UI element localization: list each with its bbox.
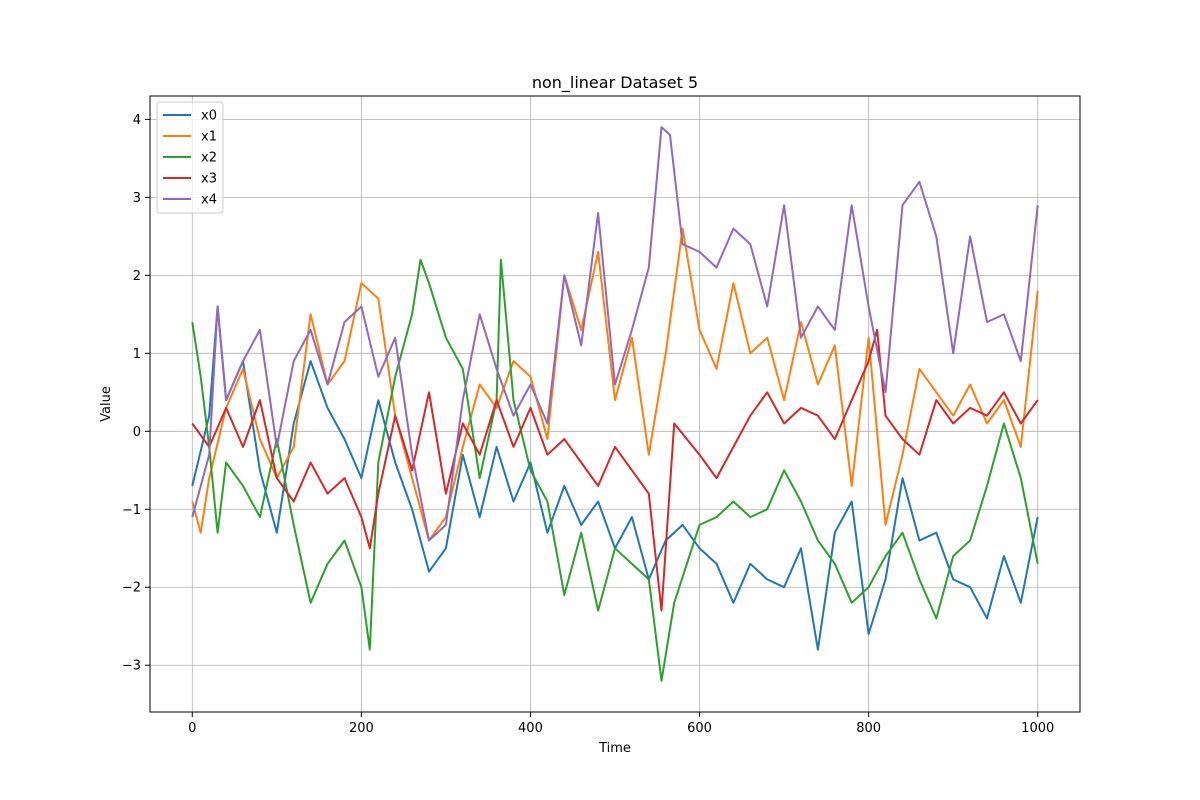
y-tick-label: −3 <box>122 659 141 674</box>
legend: x0 x1 x2 x3 x4 <box>156 101 224 214</box>
gridlines <box>150 96 1080 712</box>
x-tick-label: 800 <box>856 721 881 736</box>
x-tick-label: 1000 <box>1021 721 1054 736</box>
axis-ticks: 0 200 400 600 800 1000 −3 −2 −1 0 1 2 3 4 <box>122 113 1054 736</box>
y-tick-label: 1 <box>133 347 141 362</box>
x-tick-label: 600 <box>687 721 712 736</box>
plot-frame <box>149 95 1081 713</box>
y-axis-label: Value <box>99 386 114 422</box>
x-tick-label: 400 <box>518 721 543 736</box>
series-line-x1 <box>191 227 1039 542</box>
chart-title: non_linear Dataset 5 <box>532 73 698 93</box>
y-tick-label: 4 <box>133 113 141 128</box>
y-tick-label: 2 <box>133 269 141 284</box>
y-tick-label: 3 <box>133 191 141 206</box>
series-line-x2 <box>191 258 1039 682</box>
y-tick-label: 0 <box>133 425 141 440</box>
legend-label-x2: x2 <box>201 151 217 166</box>
legend-label-x1: x1 <box>201 130 217 145</box>
series-lines <box>191 126 1039 682</box>
x-tick-label: 0 <box>188 721 196 736</box>
series-line-x4 <box>191 126 1039 542</box>
x-tick-label: 200 <box>349 721 374 736</box>
series-line-x3 <box>191 328 1039 612</box>
series-line-x0 <box>191 305 1039 651</box>
x-axis-label: Time <box>598 741 631 756</box>
legend-label-x4: x4 <box>201 193 217 208</box>
y-tick-label: −1 <box>122 503 141 518</box>
legend-label-x0: x0 <box>201 109 217 124</box>
legend-label-x3: x3 <box>201 172 217 187</box>
y-tick-label: −2 <box>122 581 141 596</box>
